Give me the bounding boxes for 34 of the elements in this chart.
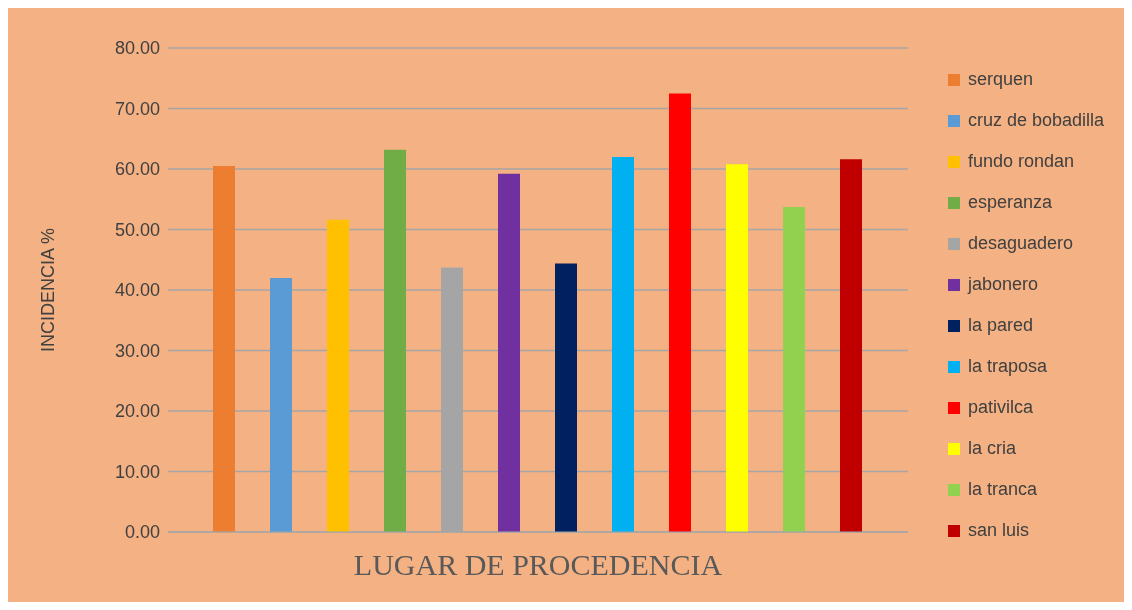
legend-label: jabonero [967, 274, 1038, 295]
legend-label: pativilca [967, 397, 1033, 418]
bar [726, 164, 748, 532]
y-tick-label: 40.00 [114, 280, 160, 301]
y-tick-label: 20.00 [114, 401, 160, 422]
legend-label: serquen [967, 69, 1033, 90]
y-tick-label: 30.00 [114, 340, 160, 361]
legend-label: cruz de bobadilla [967, 110, 1104, 131]
legend-label: fundo rondan [967, 151, 1074, 172]
bar [783, 207, 805, 532]
bar [213, 165, 235, 532]
y-tick-label: 80.00 [114, 38, 160, 59]
y-tick-label: 10.00 [114, 461, 160, 482]
bar [840, 159, 862, 532]
legend-label: la pared [967, 315, 1033, 336]
bar [498, 173, 520, 532]
y-tick-label: 70.00 [114, 98, 160, 119]
bar [612, 156, 634, 532]
y-tick-label: 50.00 [114, 219, 160, 240]
legend-label: san luis [967, 520, 1029, 541]
y-tick-label: 0.00 [124, 522, 160, 543]
bar [384, 149, 406, 532]
legend-label: la cria [967, 438, 1016, 459]
x-axis-title: LUGAR DE PROCEDENCIA [352, 548, 724, 582]
legend-label: esperanza [967, 192, 1052, 213]
legend-label: desaguadero [967, 233, 1073, 254]
legend-label: la traposa [967, 356, 1047, 377]
y-axis-title: INCIDENCIA % [38, 227, 59, 353]
bar [270, 277, 292, 532]
bar [669, 93, 691, 532]
y-tick-label: 60.00 [114, 159, 160, 180]
legend-label: la tranca [967, 479, 1037, 500]
bar [327, 219, 349, 532]
bar [555, 263, 577, 532]
